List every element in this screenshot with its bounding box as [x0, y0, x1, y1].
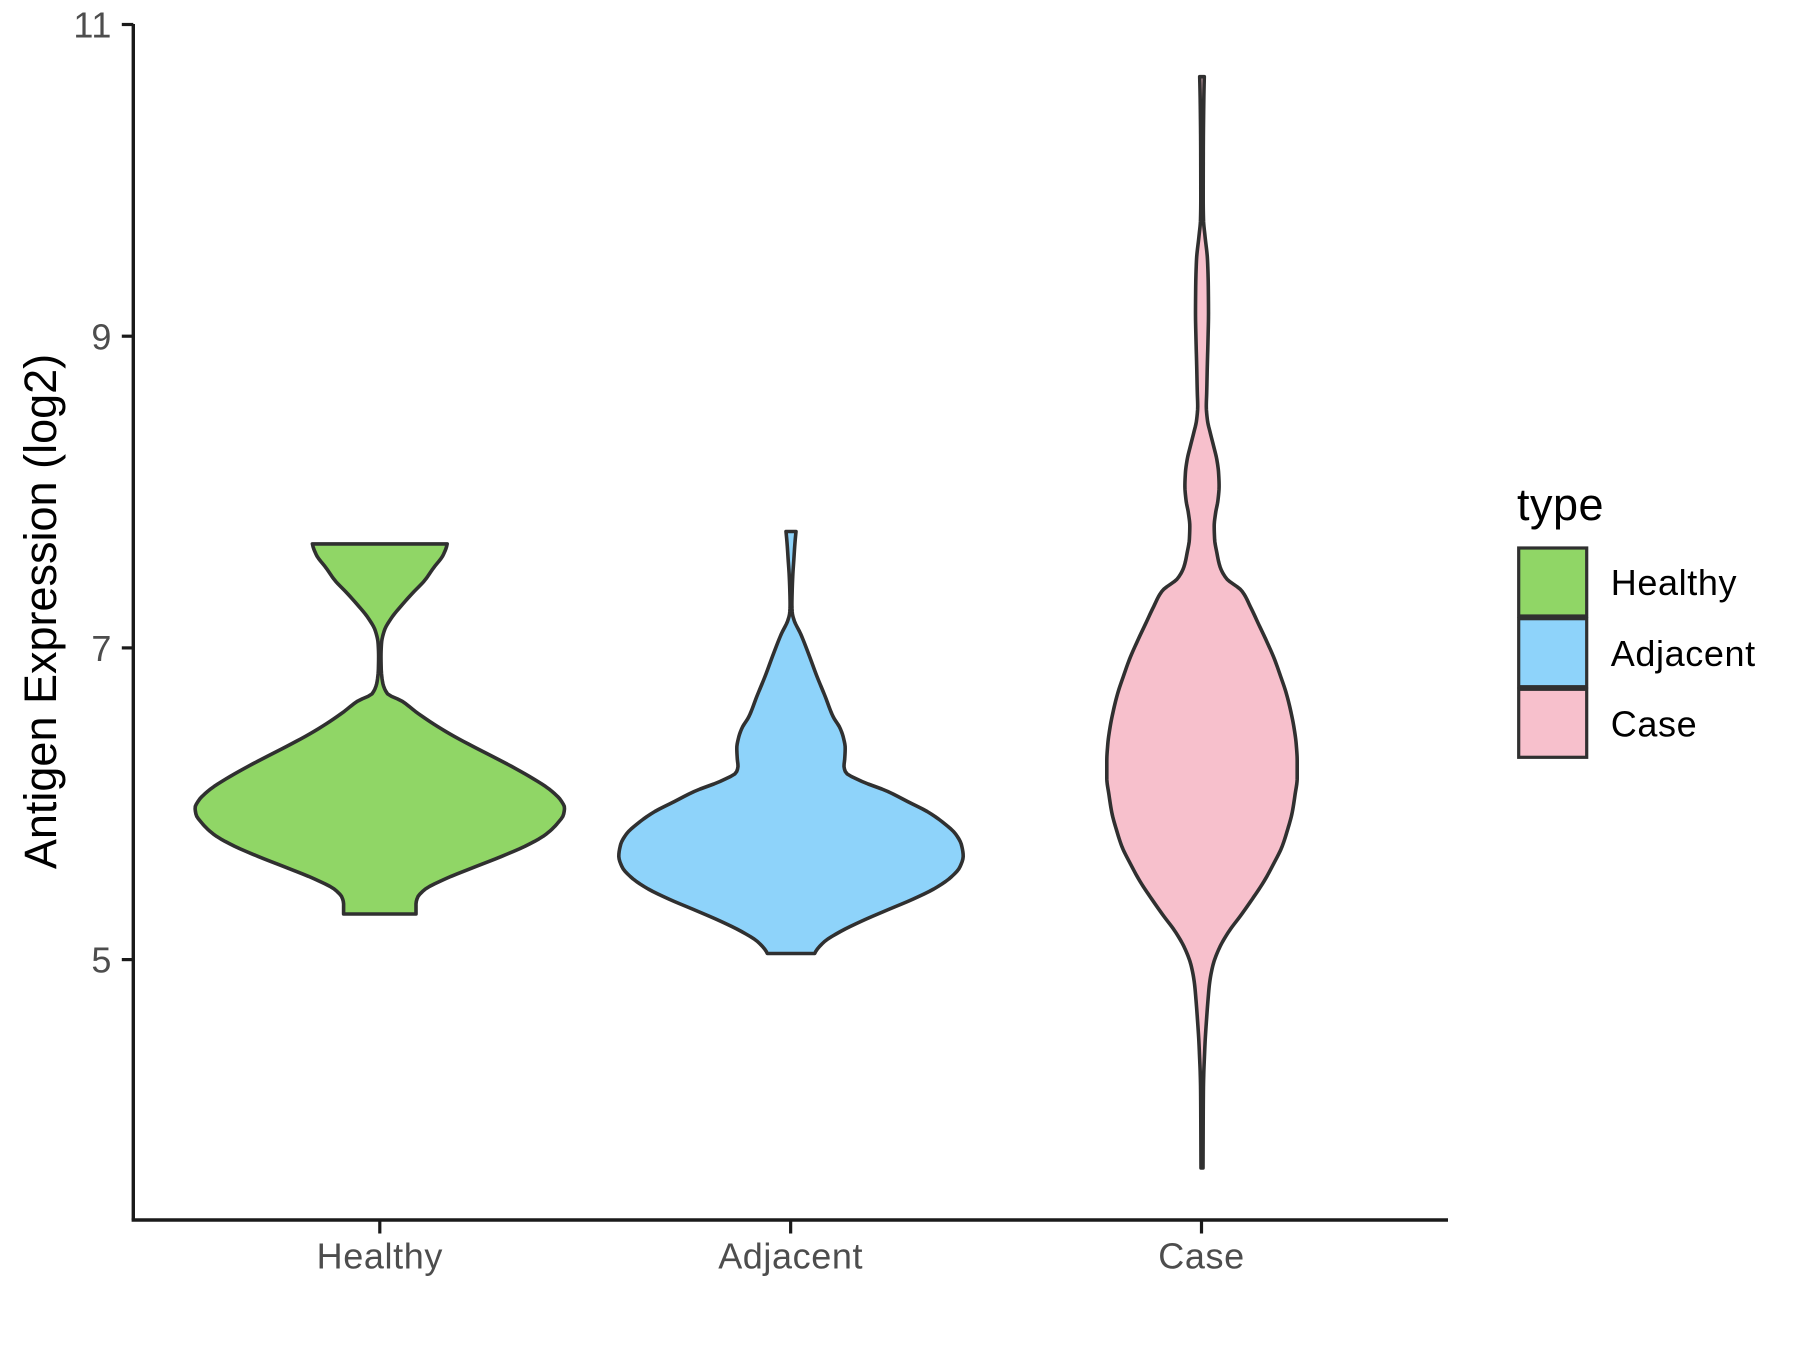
svg-text:Adjacent: Adjacent [718, 1236, 863, 1277]
svg-text:Case: Case [1611, 703, 1697, 744]
svg-text:type: type [1517, 479, 1604, 530]
svg-text:Healthy: Healthy [317, 1236, 443, 1277]
svg-text:Case: Case [1158, 1236, 1244, 1277]
svg-text:Antigen Expression (log2): Antigen Expression (log2) [15, 354, 66, 869]
svg-text:Adjacent: Adjacent [1611, 633, 1756, 674]
svg-text:9: 9 [91, 316, 112, 357]
svg-text:5: 5 [91, 940, 112, 981]
svg-text:7: 7 [91, 628, 112, 669]
svg-text:11: 11 [73, 5, 112, 46]
svg-text:Healthy: Healthy [1611, 562, 1737, 603]
